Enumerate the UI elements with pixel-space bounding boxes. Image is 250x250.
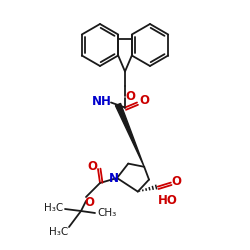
Text: NH: NH — [92, 95, 112, 108]
Polygon shape — [116, 104, 144, 167]
Text: O: O — [84, 196, 94, 208]
Text: O: O — [139, 94, 149, 107]
Text: O: O — [125, 90, 135, 103]
Text: HO: HO — [158, 194, 178, 207]
Text: O: O — [172, 175, 182, 188]
Text: H₃C: H₃C — [44, 203, 64, 213]
Text: O: O — [87, 160, 97, 172]
Text: CH₃: CH₃ — [98, 208, 116, 218]
Text: H₃C: H₃C — [50, 227, 68, 237]
Text: N: N — [109, 172, 119, 184]
